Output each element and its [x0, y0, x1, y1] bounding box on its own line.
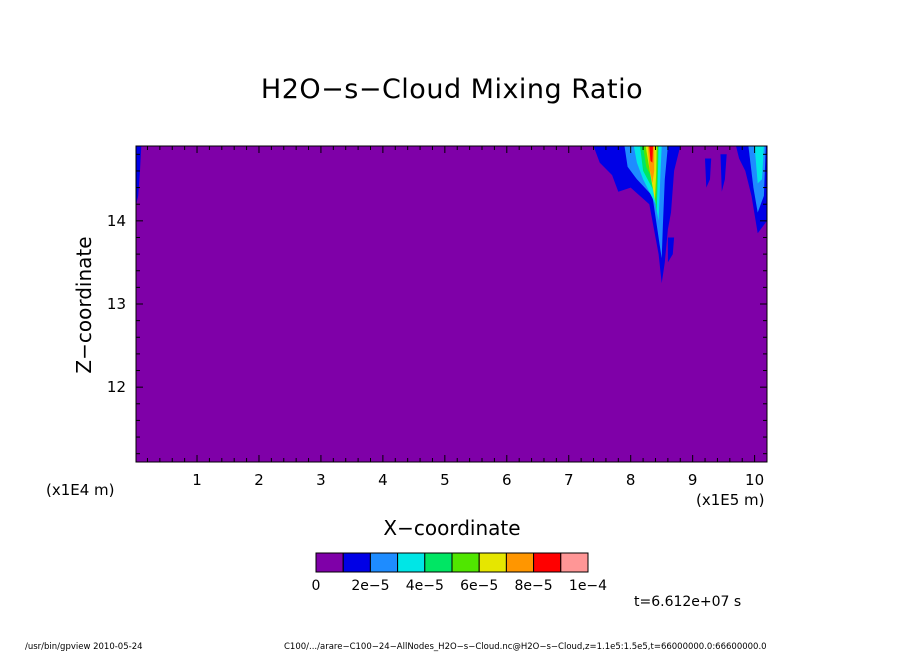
- colorbar-label: 2e−5: [351, 578, 389, 594]
- x-tick-label: 4: [378, 471, 388, 489]
- footer-program-info: /usr/bin/gpview 2010-05-24: [25, 642, 143, 652]
- y-axis-label: Z−coordinate: [72, 236, 96, 374]
- contour-region-1: [136, 146, 142, 205]
- x-tick-label: 5: [440, 471, 450, 489]
- y-tick-label: 14: [107, 212, 126, 230]
- footer-file-info: C100/.../arare−C100−24−AllNodes_H2O−s−Cl…: [284, 642, 767, 652]
- contour-region-10: [754, 146, 764, 184]
- colorbar-swatch: [397, 552, 426, 573]
- x-tick-label: 8: [626, 471, 636, 489]
- contour-region-3: [667, 237, 675, 263]
- x-tick-label: 1: [192, 471, 202, 489]
- x-tick-label: 9: [688, 471, 698, 489]
- colorbar-swatch: [424, 552, 453, 573]
- time-label: t=6.612e+07 s: [634, 594, 742, 610]
- y-tick-label: 13: [107, 295, 126, 313]
- contour-region-5: [705, 158, 712, 188]
- x-tick-label: 10: [745, 471, 764, 489]
- colorbar-swatch: [342, 552, 371, 573]
- x-tick-label: 7: [564, 471, 574, 489]
- colorbar-swatch: [451, 552, 480, 573]
- contour-layer: [136, 146, 767, 284]
- colorbar-label: 4e−5: [406, 578, 444, 594]
- colorbar-label: 8e−5: [515, 578, 553, 594]
- colorbar-swatch: [560, 552, 589, 573]
- colorbar-swatch: [533, 552, 562, 573]
- chart-title: H2O−s−Cloud Mixing Ratio: [260, 74, 644, 105]
- colorbar-swatch: [478, 552, 507, 573]
- colorbar-swatch: [315, 552, 344, 573]
- contour-region-6: [720, 154, 727, 192]
- y-axis-multiplier: (x1E4 m): [46, 481, 115, 499]
- y-tick-label: 12: [107, 378, 126, 396]
- x-axis-multiplier: (x1E5 m): [696, 491, 765, 509]
- colorbar-label: 1e−4: [569, 578, 607, 594]
- colorbar-swatch: [369, 552, 399, 573]
- x-tick-label: 2: [254, 471, 264, 489]
- contour-region-15: [649, 146, 653, 163]
- colorbar-label: 0: [312, 578, 321, 594]
- x-tick-label: 6: [502, 471, 512, 489]
- colorbar-swatch: [505, 552, 535, 573]
- x-tick-label: 3: [316, 471, 326, 489]
- x-axis-label: X−coordinate: [383, 516, 521, 540]
- colorbar-label: 6e−5: [460, 578, 498, 594]
